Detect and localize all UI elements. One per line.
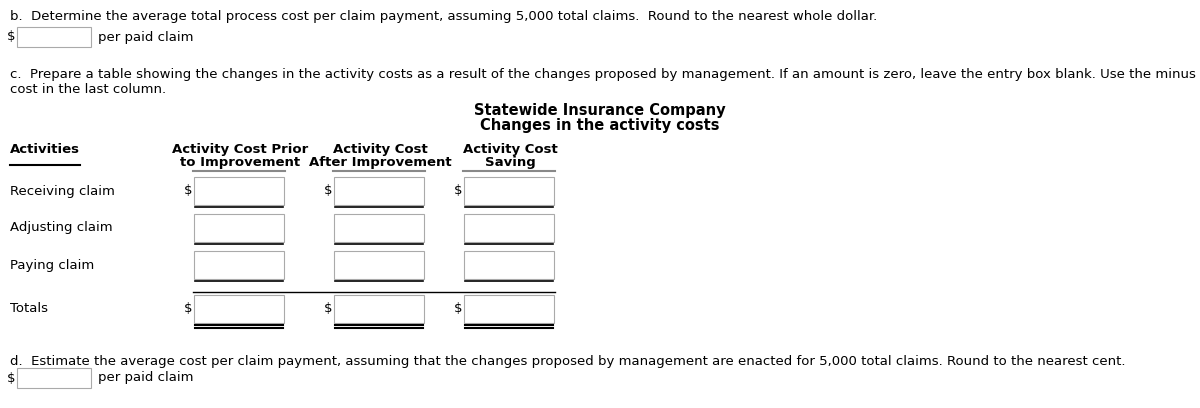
FancyBboxPatch shape xyxy=(17,368,91,388)
Text: $: $ xyxy=(6,372,14,384)
Text: $: $ xyxy=(324,302,332,315)
Text: $: $ xyxy=(6,31,14,44)
FancyBboxPatch shape xyxy=(17,27,91,47)
Text: Statewide Insurance Company: Statewide Insurance Company xyxy=(474,103,726,118)
FancyBboxPatch shape xyxy=(464,214,554,242)
Text: Saving: Saving xyxy=(485,156,535,169)
Text: Activity Cost: Activity Cost xyxy=(332,143,427,156)
Text: Receiving claim: Receiving claim xyxy=(10,184,115,197)
Text: Adjusting claim: Adjusting claim xyxy=(10,222,113,235)
Text: After Improvement: After Improvement xyxy=(308,156,451,169)
Text: Activity Cost: Activity Cost xyxy=(463,143,557,156)
FancyBboxPatch shape xyxy=(334,214,424,242)
Text: d.  Estimate the average cost per claim payment, assuming that the changes propo: d. Estimate the average cost per claim p… xyxy=(10,355,1126,368)
Text: Paying claim: Paying claim xyxy=(10,259,95,271)
Text: cost in the last column.: cost in the last column. xyxy=(10,83,166,96)
FancyBboxPatch shape xyxy=(334,295,424,323)
FancyBboxPatch shape xyxy=(334,251,424,279)
Text: $: $ xyxy=(454,184,462,197)
Text: Changes in the activity costs: Changes in the activity costs xyxy=(480,118,720,133)
Text: b.  Determine the average total process cost per claim payment, assuming 5,000 t: b. Determine the average total process c… xyxy=(10,10,877,23)
FancyBboxPatch shape xyxy=(194,214,284,242)
Text: per paid claim: per paid claim xyxy=(98,31,193,44)
Text: per paid claim: per paid claim xyxy=(98,372,193,384)
Text: to Improvement: to Improvement xyxy=(180,156,300,169)
Text: Activity Cost Prior: Activity Cost Prior xyxy=(172,143,308,156)
FancyBboxPatch shape xyxy=(194,251,284,279)
FancyBboxPatch shape xyxy=(194,295,284,323)
Text: $: $ xyxy=(324,184,332,197)
Text: Activities: Activities xyxy=(10,143,80,156)
FancyBboxPatch shape xyxy=(194,177,284,205)
FancyBboxPatch shape xyxy=(464,177,554,205)
FancyBboxPatch shape xyxy=(464,251,554,279)
Text: $: $ xyxy=(184,184,192,197)
Text: $: $ xyxy=(184,302,192,315)
Text: $: $ xyxy=(454,302,462,315)
FancyBboxPatch shape xyxy=(464,295,554,323)
FancyBboxPatch shape xyxy=(334,177,424,205)
Text: Totals: Totals xyxy=(10,302,48,315)
Text: c.  Prepare a table showing the changes in the activity costs as a result of the: c. Prepare a table showing the changes i… xyxy=(10,68,1200,81)
